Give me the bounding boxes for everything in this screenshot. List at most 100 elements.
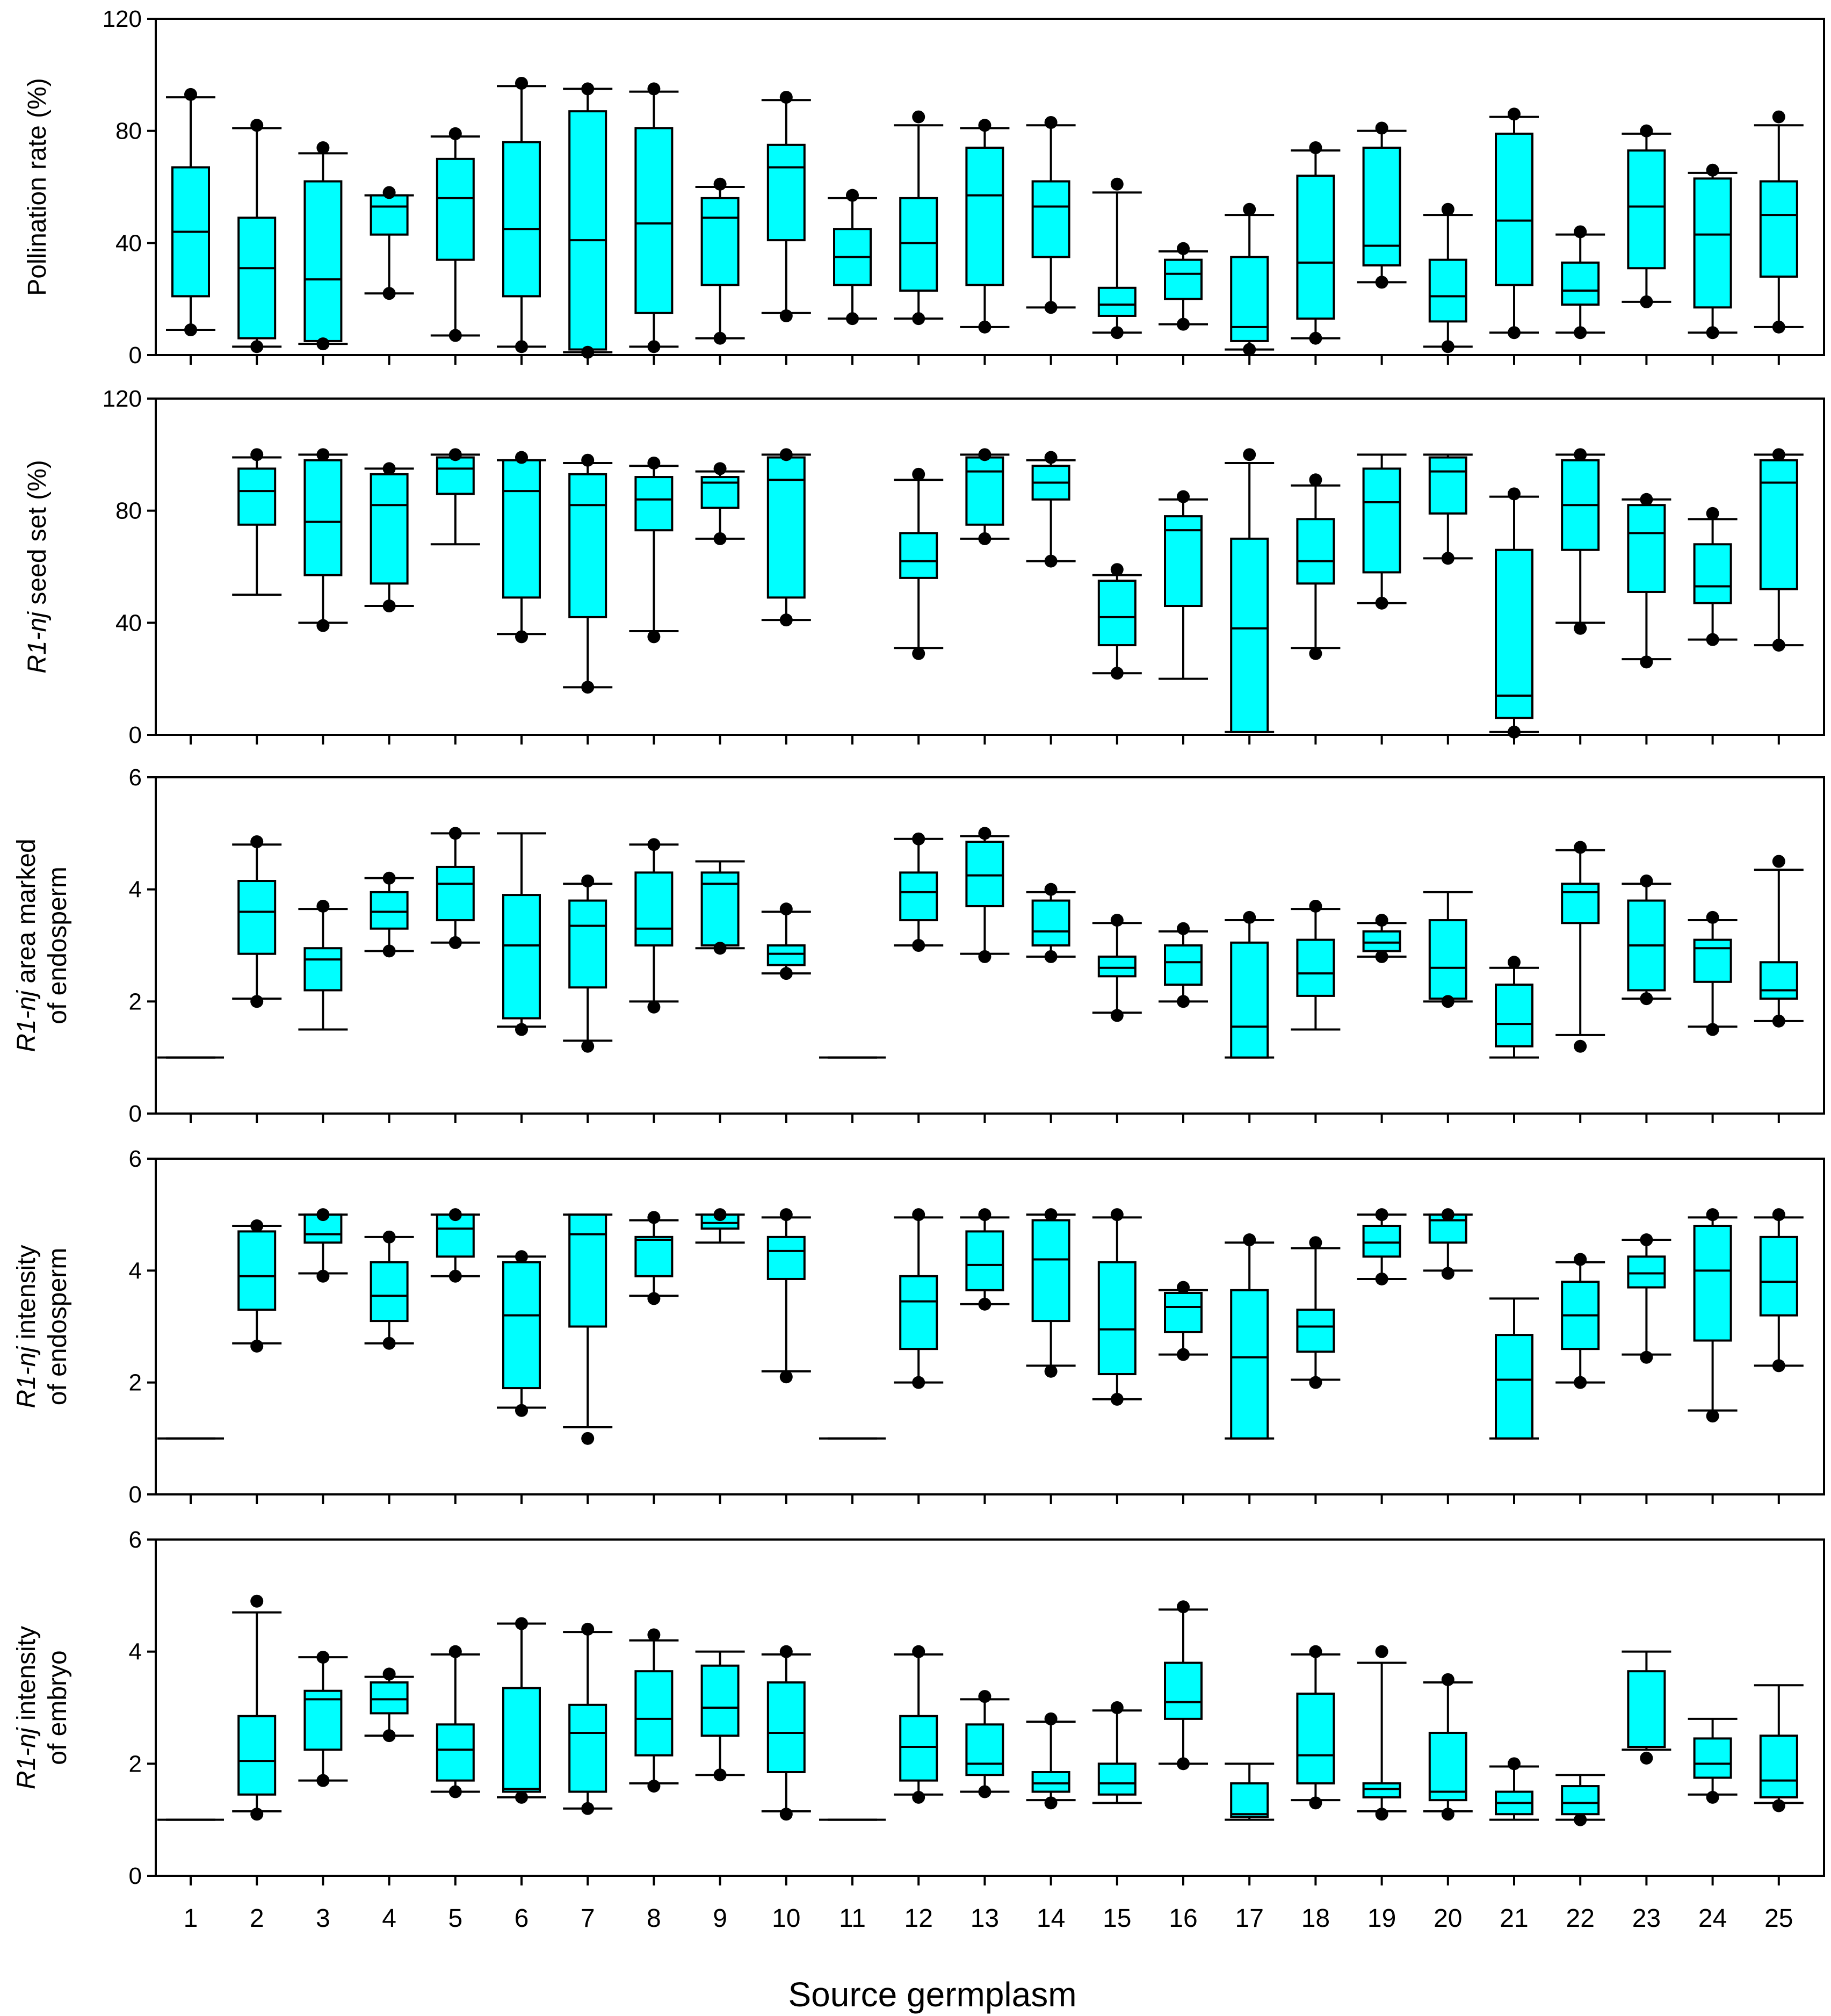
y-tick-label: 2 <box>129 988 142 1015</box>
outlier-point <box>250 995 264 1008</box>
outlier-point <box>1574 448 1587 461</box>
box <box>370 194 409 236</box>
outlier-point <box>448 127 462 140</box>
box <box>436 1213 475 1258</box>
outlier-point <box>1309 331 1322 345</box>
box-group-18 <box>1291 473 1341 660</box>
outlier-point <box>316 1651 330 1664</box>
box-group-10 <box>761 1645 811 1821</box>
box <box>634 476 674 532</box>
outlier-point <box>978 827 992 840</box>
box-group-2 <box>232 119 282 353</box>
outlier-point <box>1375 914 1388 927</box>
outlier-point <box>250 340 264 353</box>
outlier-point <box>647 1000 661 1014</box>
outlier-point <box>1441 1808 1454 1821</box>
box-group-5 <box>430 127 480 342</box>
box <box>1362 146 1401 267</box>
y-axis-title: Pollination rate (%) <box>23 78 52 296</box>
box <box>1693 938 1732 983</box>
box-group-19 <box>1357 1208 1407 1285</box>
box <box>237 1230 277 1311</box>
outlier-point <box>1640 295 1653 308</box>
outlier-point <box>581 1039 595 1053</box>
box-group-3 <box>298 1651 348 1787</box>
box <box>1561 261 1600 306</box>
box <box>237 216 277 339</box>
box <box>1759 459 1798 590</box>
box <box>1759 1235 1798 1317</box>
box-group-22 <box>1555 1253 1605 1389</box>
box-group-10 <box>761 1208 811 1384</box>
box-group-20 <box>1423 203 1473 353</box>
outlier-point <box>1706 326 1719 339</box>
box <box>1362 930 1401 952</box>
box <box>1495 548 1533 719</box>
outlier-point <box>515 1617 528 1630</box>
outlier-point <box>713 1768 727 1782</box>
box <box>1362 1782 1401 1798</box>
y-tick-label: 40 <box>115 610 142 636</box>
box-group-17 <box>1225 911 1275 1059</box>
box-group-25 <box>1754 855 1804 1028</box>
outlier-point <box>1706 163 1719 177</box>
box <box>1230 1782 1269 1818</box>
x-tick-label: 22 <box>1566 1904 1595 1933</box>
box <box>237 1715 277 1796</box>
box <box>1164 1661 1203 1720</box>
box-group-16 <box>1159 1600 1208 1771</box>
outlier-point <box>1441 203 1454 216</box>
box-group-8 <box>629 838 679 1014</box>
box-group-22 <box>1555 225 1605 339</box>
outlier-point <box>515 76 528 90</box>
box-group-12 <box>894 110 944 326</box>
box-group-20 <box>1423 1208 1473 1280</box>
y-tick-label: 6 <box>129 764 142 791</box>
x-tick-label: 14 <box>1037 1904 1065 1933</box>
box <box>1097 580 1137 647</box>
outlier-point <box>1243 448 1256 461</box>
outlier-point <box>1706 1790 1719 1804</box>
outlier-point <box>448 329 462 342</box>
plot-frame <box>155 18 1825 356</box>
y-axis-title: R1-nj area marked <box>12 839 41 1052</box>
outlier-point <box>1375 1208 1388 1222</box>
box <box>1031 180 1070 258</box>
outlier-point <box>382 871 396 885</box>
box <box>1693 1225 1732 1342</box>
x-tick-label: 1 <box>184 1904 198 1933</box>
box <box>899 532 938 579</box>
x-tick-label: 10 <box>772 1904 800 1933</box>
box-group-20 <box>1423 453 1473 565</box>
box-group-3 <box>298 1208 348 1283</box>
y-tick-label: 4 <box>129 1258 142 1284</box>
box-group-4 <box>364 1667 414 1743</box>
outlier-point <box>1375 596 1388 610</box>
outlier-point <box>1177 1757 1190 1771</box>
box-group-19 <box>1357 914 1407 963</box>
box <box>1759 1735 1798 1798</box>
box-group-11 <box>828 189 877 326</box>
outlier-point <box>912 939 925 952</box>
outlier-point <box>515 1404 528 1417</box>
box-group-6 <box>497 451 546 644</box>
outlier-point <box>581 1432 595 1445</box>
box-group-14 <box>1026 1208 1076 1378</box>
box-group-8 <box>629 1628 679 1793</box>
x-tick-label: 3 <box>316 1904 330 1933</box>
box-group-8 <box>629 82 679 353</box>
y-tick-label: 0 <box>129 722 142 748</box>
x-tick-label: 16 <box>1169 1904 1197 1933</box>
box <box>965 1723 1004 1776</box>
y-axis-title-gene: R1-nj <box>23 605 52 674</box>
box <box>502 894 541 1020</box>
box-group-2 <box>232 448 282 596</box>
outlier-point <box>1706 911 1719 924</box>
y-axis-title: R1-nj seed set (%) <box>23 460 52 673</box>
outlier-point <box>1706 507 1719 520</box>
outlier-point <box>1309 141 1322 154</box>
outlier-point <box>713 462 727 475</box>
box-group-25 <box>1754 1684 1804 1812</box>
outlier-point <box>912 467 925 481</box>
box-group-9 <box>695 177 745 345</box>
